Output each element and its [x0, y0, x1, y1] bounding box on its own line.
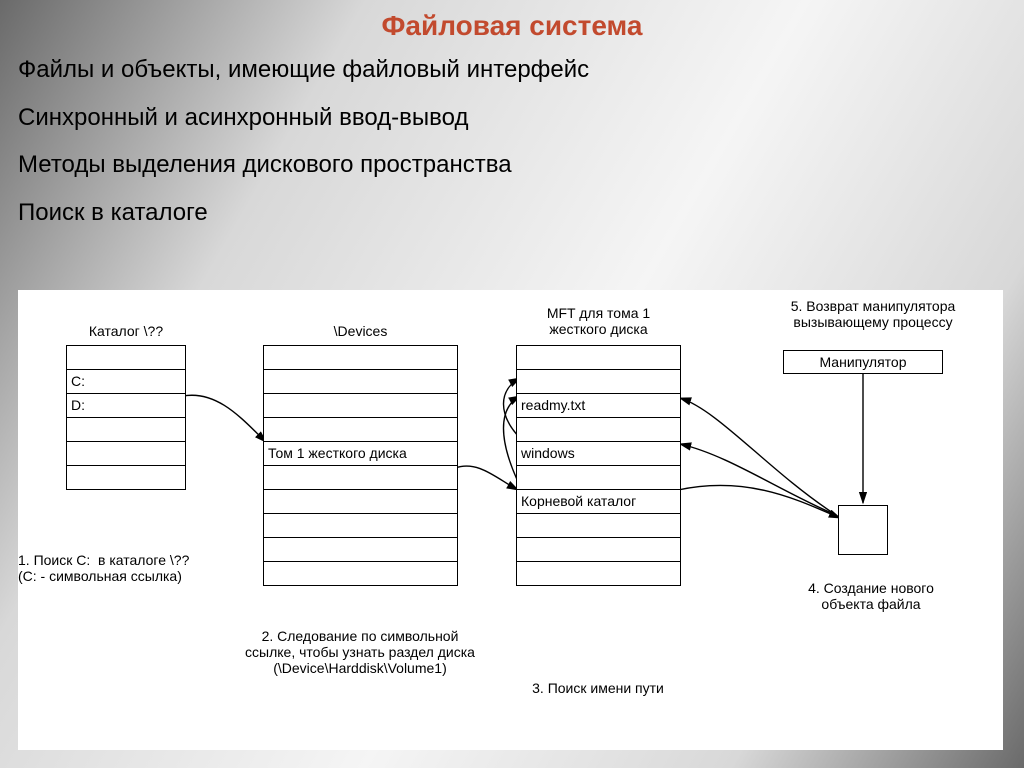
- table-row: [517, 514, 680, 538]
- table-row: [517, 562, 680, 586]
- arrow: [680, 444, 836, 515]
- bullet-item: Файлы и объекты, имеющие файловый интерф…: [18, 56, 1006, 84]
- table-row: [517, 346, 680, 370]
- arrow: [678, 485, 840, 518]
- caption-3: 3. Поиск имени пути: [508, 680, 688, 696]
- table-row: [67, 418, 185, 442]
- table-row: [264, 514, 457, 538]
- arrow: [183, 395, 266, 442]
- caption-1: 1. Поиск C: в каталоге \?? (C: - символь…: [18, 552, 238, 584]
- step5-label: 5. Возврат манипулятора вызывающему проц…: [758, 298, 988, 330]
- catalog-header: Каталог \??: [66, 323, 186, 339]
- table-row: [264, 418, 457, 442]
- bullet-item: Синхронный и асинхронный ввод-вывод: [18, 104, 1006, 132]
- table-row: [517, 370, 680, 394]
- table-row: readmy.txt: [517, 394, 680, 418]
- devices-header: \Devices: [263, 323, 458, 339]
- bullet-item: Поиск в каталоге: [18, 199, 1006, 227]
- table-row: [264, 466, 457, 490]
- caption-4: 4. Создание нового объекта файла: [786, 580, 956, 612]
- arrow: [455, 466, 518, 490]
- bullet-list: Файлы и объекты, имеющие файловый интерф…: [0, 42, 1024, 252]
- table-row: C:: [67, 370, 185, 394]
- table-row: [264, 490, 457, 514]
- table-row: D:: [67, 394, 185, 418]
- mft-header: MFT для тома 1 жесткого диска: [516, 305, 681, 337]
- table-row: [517, 538, 680, 562]
- filesystem-diagram: Каталог \?? C:D: \Devices Том 1 жесткого ди…: [18, 290, 1003, 750]
- table-row: [264, 538, 457, 562]
- table-row: [264, 394, 457, 418]
- table-row: windows: [517, 442, 680, 466]
- table-row: Том 1 жесткого диска: [264, 442, 457, 466]
- table-row: [264, 562, 457, 586]
- table-row: [517, 418, 680, 442]
- file-object-box: [838, 505, 888, 555]
- table-row: [67, 466, 185, 490]
- table-row: Корневой каталог: [517, 490, 680, 514]
- bullet-item: Методы выделения дискового пространства: [18, 151, 1006, 179]
- devices-table: Том 1 жесткого диска: [263, 345, 458, 586]
- catalog-table: C:D:: [66, 345, 186, 490]
- mft-table: readmy.txt windows Корневой каталог: [516, 345, 681, 586]
- slide-title: Файловая система: [0, 0, 1024, 42]
- table-row: [264, 346, 457, 370]
- table-row: [67, 442, 185, 466]
- arrow: [680, 398, 833, 513]
- table-row: [517, 466, 680, 490]
- table-row: [67, 346, 185, 370]
- manipulator-box: Манипулятор: [783, 350, 943, 374]
- table-row: [264, 370, 457, 394]
- caption-2: 2. Следование по символьной ссылке, чтоб…: [210, 628, 510, 676]
